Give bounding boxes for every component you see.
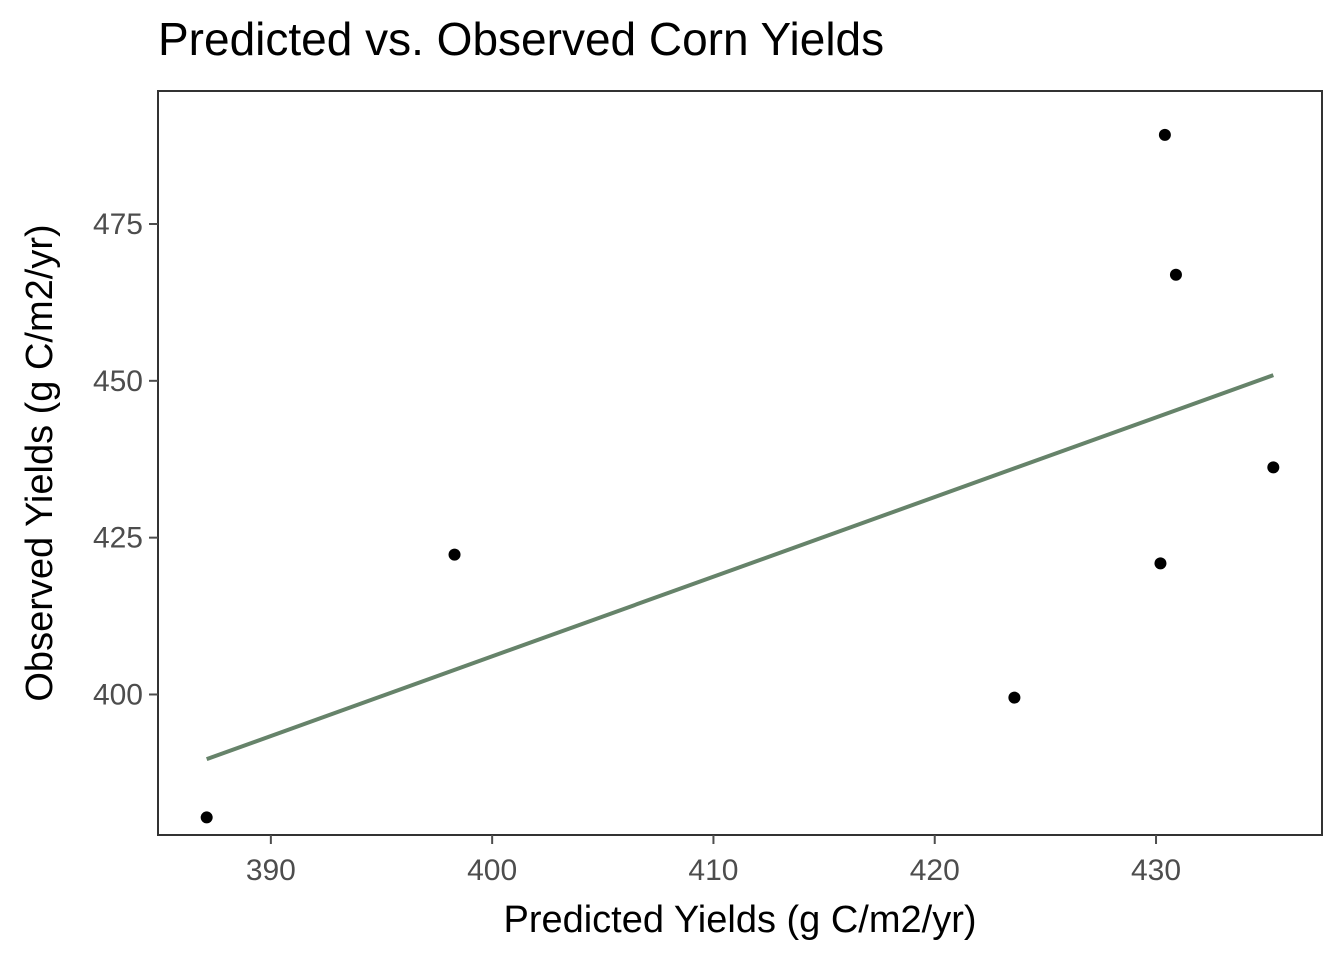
y-axis-ticks: 400 425 450 475: [93, 208, 158, 711]
y-tick-label: 450: [93, 365, 143, 398]
x-tick-label: 420: [910, 854, 960, 887]
y-tick-label: 400: [93, 678, 143, 711]
data-points: [200, 128, 1280, 824]
x-tick-label: 430: [1131, 854, 1181, 887]
x-axis-ticks: 390 400 410 420 430: [246, 835, 1181, 887]
y-axis-title: Observed Yields (g C/m2/yr): [19, 224, 61, 701]
data-point: [1158, 128, 1171, 141]
trend-line: [206, 373, 1274, 761]
y-tick-label: 425: [93, 522, 143, 555]
x-tick-label: 410: [688, 854, 738, 887]
data-point: [1169, 268, 1182, 281]
panel-border: [157, 90, 1323, 836]
data-point: [448, 548, 461, 561]
x-tick-label: 390: [246, 854, 296, 887]
chart-title: Predicted vs. Observed Corn Yields: [158, 13, 885, 65]
x-tick-label: 400: [467, 854, 517, 887]
data-point: [200, 811, 213, 824]
data-point: [1008, 691, 1021, 704]
data-point: [1267, 461, 1280, 474]
y-tick-label: 475: [93, 208, 143, 241]
x-axis-title: Predicted Yields (g C/m2/yr): [503, 899, 976, 941]
data-point: [1154, 557, 1167, 570]
